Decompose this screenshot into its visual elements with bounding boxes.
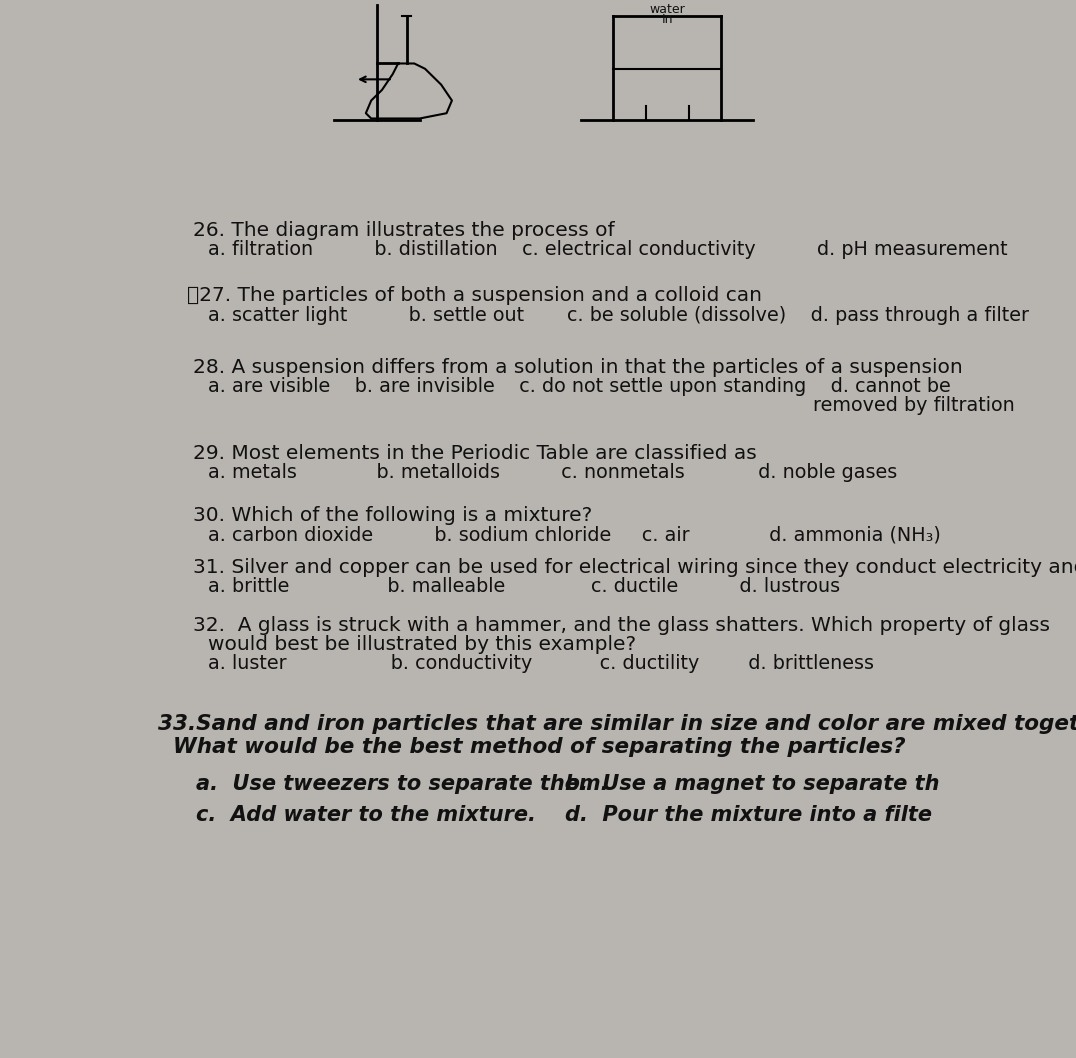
Text: ⁲27. The particles of both a suspension and a colloid can: ⁲27. The particles of both a suspension … (187, 287, 762, 306)
Text: a. carbon dioxide          b. sodium chloride     c. air             d. ammonia : a. carbon dioxide b. sodium chloride c. … (208, 525, 941, 544)
Text: a. are visible    b. are invisible    c. do not settle upon standing    d. canno: a. are visible b. are invisible c. do no… (208, 378, 951, 396)
Text: 28. A suspension differs from a solution in that the particles of a suspension: 28. A suspension differs from a solution… (193, 358, 962, 377)
Text: d.  Pour the mixture into a filte: d. Pour the mixture into a filte (565, 804, 932, 824)
Text: 29. Most elements in the Periodic Table are classified as: 29. Most elements in the Periodic Table … (193, 444, 756, 463)
Text: 33.Sand and iron particles that are similar in size and color are mixed together: 33.Sand and iron particles that are simi… (158, 714, 1076, 733)
Text: a. scatter light          b. settle out       c. be soluble (dissolve)    d. pas: a. scatter light b. settle out c. be sol… (208, 306, 1029, 325)
Text: b.  Use a magnet to separate th: b. Use a magnet to separate th (565, 773, 939, 794)
Text: a.  Use tweezers to separate them.: a. Use tweezers to separate them. (197, 773, 609, 794)
Text: c.  Add water to the mixture.: c. Add water to the mixture. (197, 804, 536, 824)
Text: water: water (649, 3, 685, 16)
Text: a. metals             b. metalloids          c. nonmetals            d. noble ga: a. metals b. metalloids c. nonmetals d. … (208, 463, 897, 482)
Text: 26. The diagram illustrates the process of: 26. The diagram illustrates the process … (193, 221, 614, 240)
Text: 30. Which of the following is a mixture?: 30. Which of the following is a mixture? (193, 506, 592, 525)
Text: a. luster                 b. conductivity           c. ductility        d. britt: a. luster b. conductivity c. ductility d… (208, 655, 874, 673)
Text: 32.  A glass is struck with a hammer, and the glass shatters. Which property of : 32. A glass is struck with a hammer, and… (193, 616, 1049, 635)
Text: a. brittle                b. malleable              c. ductile          d. lustr: a. brittle b. malleable c. ductile d. lu… (208, 578, 840, 597)
Text: removed by filtration: removed by filtration (812, 396, 1015, 415)
Text: In: In (662, 13, 672, 25)
Text: 31. Silver and copper can be used for electrical wiring since they conduct elect: 31. Silver and copper can be used for el… (193, 559, 1076, 578)
Text: a. filtration          b. distillation    c. electrical conductivity          d.: a. filtration b. distillation c. electri… (208, 240, 1008, 259)
Text: What would be the best method of separating the particles?: What would be the best method of separat… (173, 736, 906, 756)
Text: would best be illustrated by this example?: would best be illustrated by this exampl… (208, 635, 636, 654)
